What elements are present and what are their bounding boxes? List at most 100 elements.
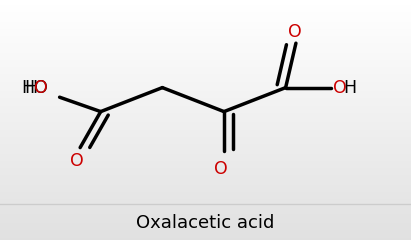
- Bar: [0, 230, 411, 233]
- Bar: [0, 146, 411, 149]
- Bar: [0, 82, 411, 84]
- Bar: [0, 110, 411, 113]
- Bar: [0, 202, 411, 204]
- Bar: [0, 187, 411, 190]
- Bar: [0, 194, 411, 197]
- Bar: [0, 46, 411, 48]
- Text: O: O: [333, 79, 346, 96]
- Text: O: O: [214, 160, 228, 178]
- Bar: [0, 34, 411, 36]
- Bar: [0, 130, 411, 132]
- Bar: [0, 29, 411, 31]
- Bar: [0, 7, 411, 10]
- Bar: [0, 10, 411, 12]
- Bar: [0, 38, 411, 41]
- Bar: [0, 22, 411, 24]
- Bar: [0, 151, 411, 154]
- Bar: [0, 122, 411, 125]
- Bar: [0, 163, 411, 166]
- Bar: [0, 5, 411, 7]
- Text: H: H: [344, 79, 357, 96]
- Bar: [0, 77, 411, 79]
- Bar: [0, 238, 411, 240]
- Text: H: H: [24, 79, 37, 96]
- Bar: [0, 173, 411, 175]
- Bar: [0, 24, 411, 26]
- Bar: [0, 204, 411, 206]
- Bar: [0, 94, 411, 96]
- Bar: [0, 168, 411, 170]
- Bar: [0, 62, 411, 65]
- Text: O: O: [288, 24, 302, 41]
- Bar: [0, 127, 411, 130]
- Bar: [0, 158, 411, 161]
- Bar: [0, 235, 411, 238]
- Bar: [0, 233, 411, 235]
- Text: O: O: [34, 79, 47, 96]
- Text: HO: HO: [21, 79, 48, 96]
- Bar: [0, 144, 411, 146]
- Bar: [0, 156, 411, 158]
- Bar: [0, 214, 411, 216]
- Bar: [0, 2, 411, 5]
- Bar: [0, 137, 411, 139]
- Bar: [0, 96, 411, 98]
- Bar: [0, 60, 411, 62]
- Text: Oxalacetic acid: Oxalacetic acid: [136, 214, 275, 232]
- Bar: [0, 101, 411, 103]
- Bar: [0, 132, 411, 134]
- Bar: [0, 84, 411, 86]
- Bar: [0, 228, 411, 230]
- Bar: [0, 31, 411, 34]
- Bar: [0, 79, 411, 82]
- Bar: [0, 115, 411, 118]
- Bar: [0, 72, 411, 74]
- Bar: [0, 166, 411, 168]
- Bar: [0, 118, 411, 120]
- Bar: [0, 190, 411, 192]
- Bar: [0, 53, 411, 55]
- Bar: [0, 86, 411, 89]
- Bar: [0, 199, 411, 202]
- Bar: [0, 55, 411, 58]
- Bar: [0, 226, 411, 228]
- Bar: [0, 91, 411, 94]
- Bar: [0, 142, 411, 144]
- Bar: [0, 197, 411, 199]
- Bar: [0, 106, 411, 108]
- Bar: [0, 50, 411, 53]
- Bar: [0, 216, 411, 218]
- Bar: [0, 134, 411, 137]
- Bar: [0, 65, 411, 67]
- Bar: [0, 170, 411, 173]
- Bar: [0, 218, 411, 221]
- Bar: [0, 48, 411, 50]
- Bar: [0, 12, 411, 14]
- Bar: [0, 192, 411, 194]
- Bar: [0, 43, 411, 46]
- Bar: [0, 103, 411, 106]
- Bar: [0, 113, 411, 115]
- Bar: [0, 178, 411, 180]
- Bar: [0, 41, 411, 43]
- Bar: [0, 98, 411, 101]
- Bar: [0, 149, 411, 151]
- Bar: [0, 139, 411, 142]
- Text: O: O: [70, 152, 84, 170]
- Bar: [0, 223, 411, 226]
- Bar: [0, 211, 411, 214]
- Bar: [0, 206, 411, 209]
- Bar: [0, 67, 411, 70]
- Bar: [0, 209, 411, 211]
- Bar: [0, 182, 411, 185]
- Bar: [0, 14, 411, 17]
- Bar: [0, 108, 411, 110]
- Bar: [0, 19, 411, 22]
- Bar: [0, 161, 411, 163]
- Bar: [0, 70, 411, 72]
- Bar: [0, 36, 411, 38]
- Bar: [0, 0, 411, 2]
- Bar: [0, 17, 411, 19]
- Bar: [0, 185, 411, 187]
- Bar: [0, 89, 411, 91]
